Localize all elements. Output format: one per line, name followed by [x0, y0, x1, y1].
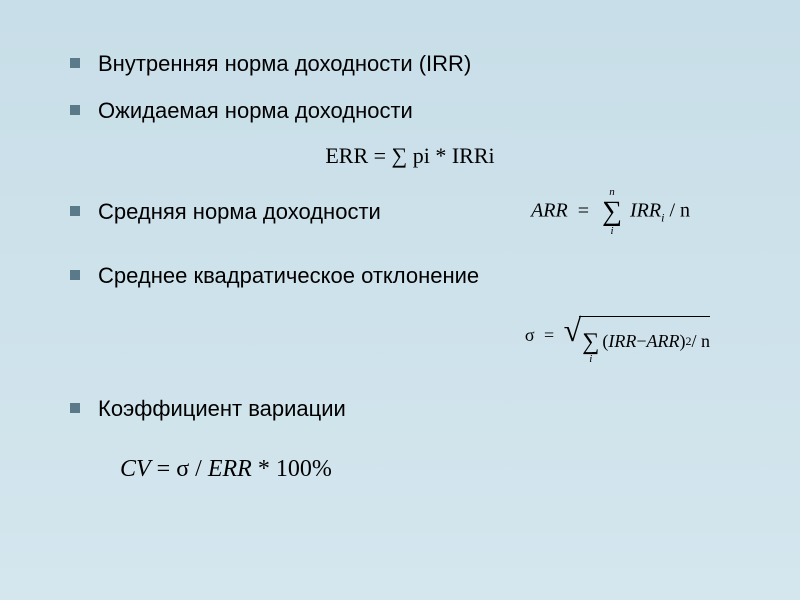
irr-label: Внутренняя норма доходности (IRR) — [98, 50, 471, 79]
sqrt-icon: √ ∑ i (IRR − ARR)2 / n — [564, 316, 710, 365]
err-formula: ERR = ∑ pi * IRRi — [70, 143, 750, 169]
bullet-err: Ожидаемая норма доходности — [70, 97, 750, 126]
sigma-icon: n ∑ i — [602, 187, 622, 237]
cv-label: Коэффициент вариации — [98, 395, 346, 424]
bullet-stddev: Среднее квадратическое отклонение — [70, 262, 750, 291]
bullet-irr: Внутренняя норма доходности (IRR) — [70, 50, 750, 79]
arr-lhs: ARR — [531, 200, 568, 222]
sigma-div: / n — [691, 331, 710, 352]
bullet-cv: Коэффициент вариации — [70, 395, 750, 424]
cv-mult: * 100% — [252, 456, 332, 482]
sigma-irr: IRR — [608, 331, 636, 352]
arr-sum-lower: i — [610, 226, 613, 237]
cv-err: ERR — [208, 456, 252, 482]
bullet-marker-icon — [70, 58, 80, 68]
sigma-lhs: σ — [525, 325, 535, 345]
arr-rhs: IRR — [630, 200, 661, 222]
arr-sum: n ∑ i — [599, 187, 625, 237]
bullet-marker-icon — [70, 206, 80, 216]
err-label: Ожидаемая норма доходности — [98, 97, 413, 126]
arr-div: / n — [664, 200, 690, 222]
cv-lhs: CV — [120, 456, 151, 482]
sigma-arr: ARR — [646, 331, 679, 352]
stddev-label: Среднее квадратическое отклонение — [98, 262, 479, 291]
cv-eq: = — [151, 456, 177, 482]
arr-eq: = — [578, 200, 589, 222]
sigma-sum-lower: i — [589, 354, 592, 365]
bullet-marker-icon — [70, 270, 80, 280]
cv-sigma: σ — [176, 456, 189, 482]
row-arr: Средняя норма доходности ARR = n ∑ i IRR… — [70, 187, 750, 237]
sigma-sum: ∑ i — [579, 319, 602, 365]
arr-label: Средняя норма доходности — [98, 198, 381, 227]
sigma-icon: ∑ i — [582, 319, 599, 365]
cv-slash: / — [189, 456, 208, 482]
sigma-eq: = — [544, 325, 554, 345]
sigma-minus: − — [636, 331, 646, 352]
bullet-marker-icon — [70, 105, 80, 115]
sigma-formula: σ = √ ∑ i (IRR − ARR)2 / n — [70, 316, 750, 365]
bullet-marker-icon — [70, 403, 80, 413]
cv-formula: CV = σ / ERR * 100% — [70, 456, 750, 483]
arr-formula: ARR = n ∑ i IRR i / n — [531, 187, 750, 237]
